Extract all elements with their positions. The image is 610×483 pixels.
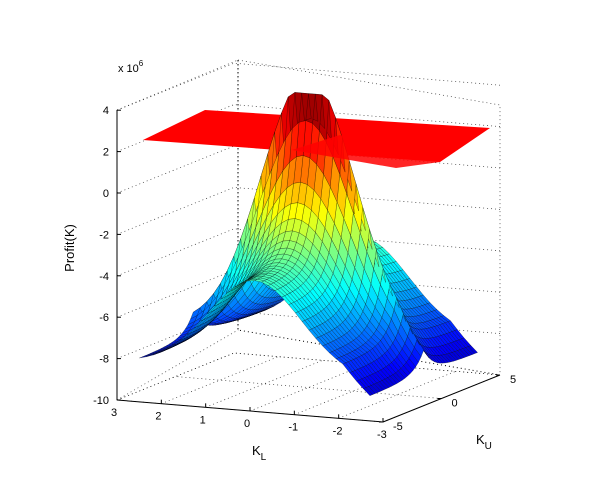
ku-axis-label: KU	[476, 432, 492, 452]
kl-tick-label: -2	[333, 425, 343, 437]
z-tick-label: -2	[99, 229, 109, 241]
ku-tick-label: 5	[510, 374, 516, 386]
kl-tick-label: 1	[200, 414, 206, 426]
z-tick-label: -4	[99, 271, 109, 283]
kl-axis-label: KL	[252, 443, 267, 463]
ku-tick-label: 0	[452, 398, 458, 410]
z-tick-label: 0	[103, 188, 109, 200]
kl-tick-label: 0	[244, 418, 250, 430]
z-tick-label: -8	[99, 354, 109, 366]
z-tick-label: -6	[99, 312, 109, 324]
z-exponent: x 106	[118, 59, 144, 75]
kl-tick-label: -1	[288, 422, 298, 434]
surface-patch	[139, 355, 149, 359]
z-tick-label: 2	[103, 147, 109, 159]
kl-tick-label: 3	[111, 407, 117, 419]
ku-tick-label: -5	[393, 421, 403, 433]
profit-surface	[139, 92, 478, 396]
z-tick-label: 4	[103, 105, 109, 117]
kl-tick-label: -3	[377, 429, 387, 441]
z-axis-label: Profit(K)	[62, 224, 77, 272]
z-tick-label: -10	[93, 395, 109, 407]
kl-tick-label: 2	[155, 411, 161, 423]
reference-plane-front	[292, 135, 440, 168]
